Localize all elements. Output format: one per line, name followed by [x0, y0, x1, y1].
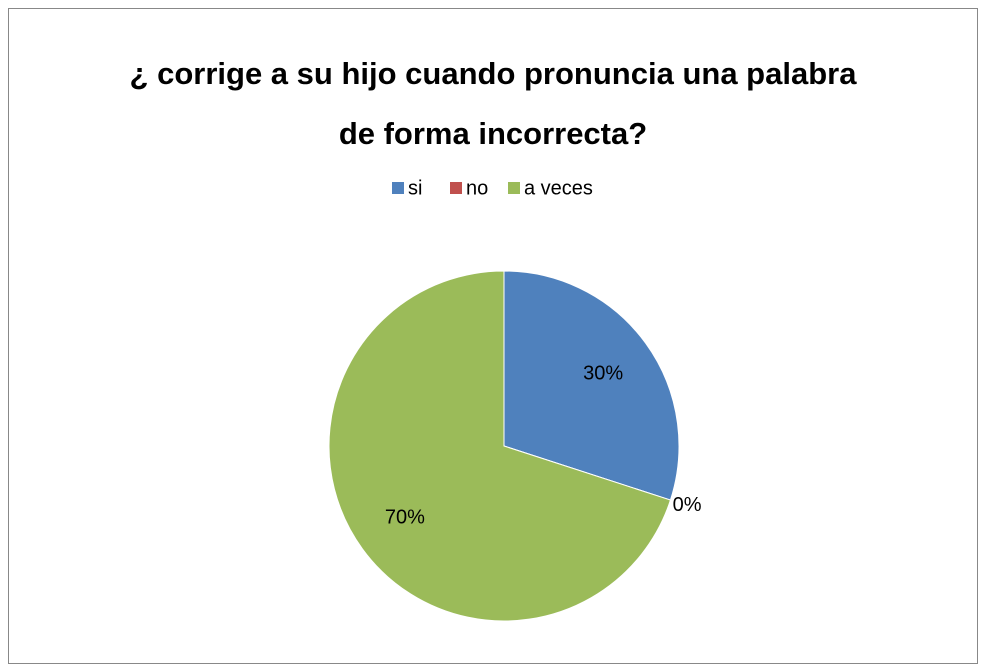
legend-label: a veces — [524, 177, 593, 199]
pie-slice — [503, 270, 680, 501]
legend-swatch — [508, 182, 520, 194]
legend-swatch — [392, 182, 404, 194]
data-label: 70% — [385, 506, 425, 528]
legend-label: no — [466, 177, 488, 199]
legend-swatch — [450, 182, 462, 194]
pie-slice — [328, 270, 672, 622]
data-label: 0% — [673, 494, 702, 516]
legend-label: si — [408, 177, 422, 199]
data-label: 30% — [583, 362, 623, 384]
chart-title: ¿ corrige a su hijo cuando pronuncia una… — [129, 56, 857, 151]
